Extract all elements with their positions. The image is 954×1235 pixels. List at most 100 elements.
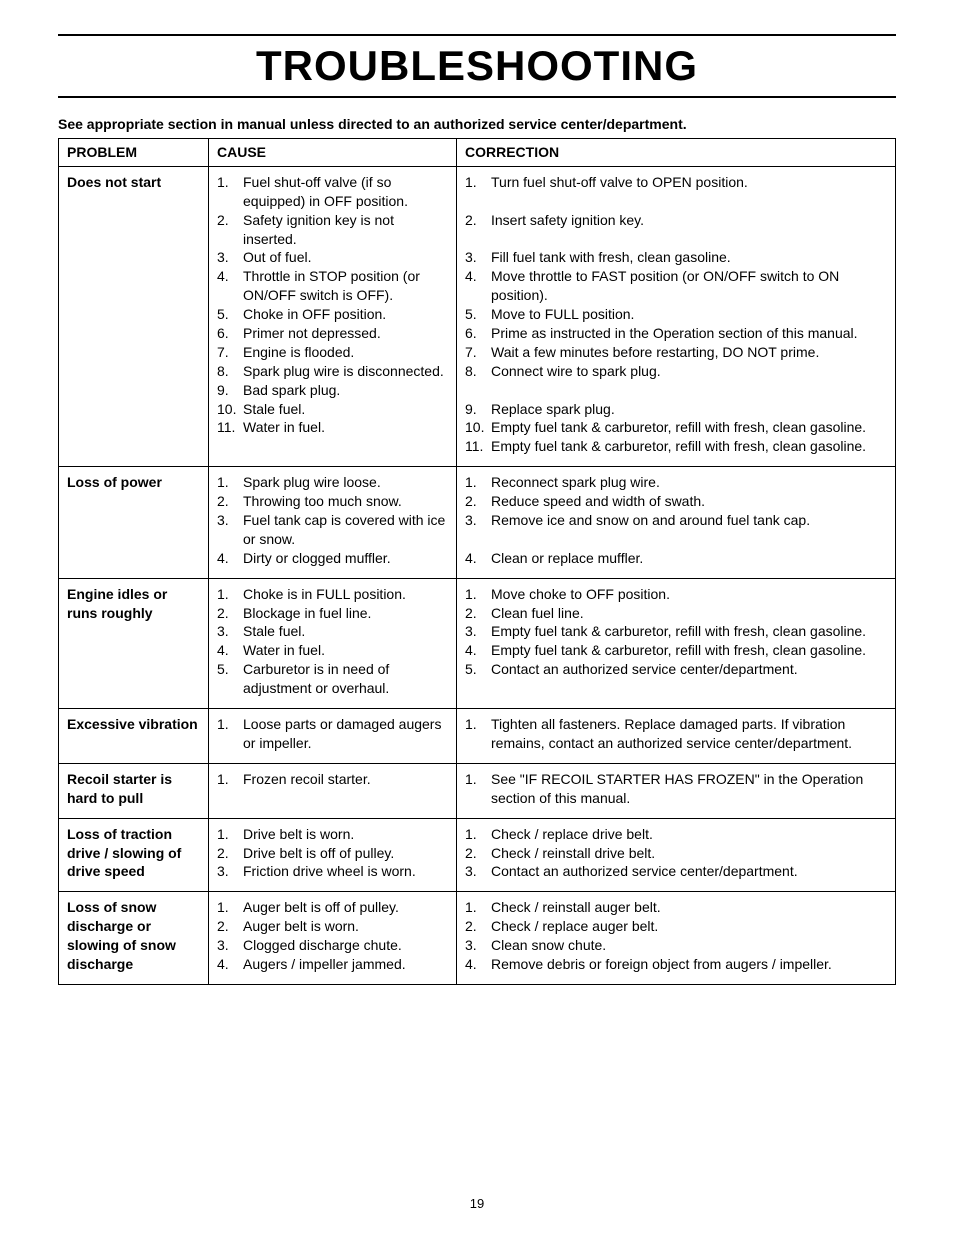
list-item: 9.Bad spark plug. xyxy=(217,381,448,400)
list-item: 2.Safety ignition key is not inserted. xyxy=(217,211,448,249)
cell-correction: 1.Turn fuel shut-off valve to OPEN posit… xyxy=(457,166,896,466)
item-text: Empty fuel tank & carburetor, refill wit… xyxy=(491,418,887,437)
cell-cause: 1.Frozen recoil starter. xyxy=(209,763,457,818)
item-number: 4. xyxy=(465,549,491,568)
list-item: 11.Water in fuel. xyxy=(217,418,448,437)
table-row: Loss of snow discharge or slowing of sno… xyxy=(59,892,896,985)
table-row: Excessive vibration1.Loose parts or dama… xyxy=(59,709,896,764)
cell-problem: Recoil starter is hard to pull xyxy=(59,763,209,818)
page-number: 19 xyxy=(0,1196,954,1211)
item-number: 2. xyxy=(465,211,491,230)
list-item: 3.Empty fuel tank & carburetor, refill w… xyxy=(465,622,887,641)
item-number: 3. xyxy=(465,862,491,881)
item-text: Carburetor is in need of adjustment or o… xyxy=(243,660,448,698)
item-number: 1. xyxy=(465,898,491,917)
list-item: 1.Auger belt is off of pulley. xyxy=(217,898,448,917)
item-text: Fuel tank cap is covered with ice or sno… xyxy=(243,511,448,549)
item-text: Bad spark plug. xyxy=(243,381,448,400)
cell-correction: 1.See "IF RECOIL STARTER HAS FROZEN" in … xyxy=(457,763,896,818)
item-number: 4. xyxy=(217,955,243,974)
item-text: Check / reinstall drive belt. xyxy=(491,844,887,863)
cell-correction: 1.Check / reinstall auger belt.2.Check /… xyxy=(457,892,896,985)
item-text: Stale fuel. xyxy=(243,400,448,419)
item-number: 3. xyxy=(465,511,491,530)
item-text: Loose parts or damaged augers or impelle… xyxy=(243,715,448,753)
item-number: 2. xyxy=(465,917,491,936)
table-row: Loss of power1.Spark plug wire loose.2.T… xyxy=(59,467,896,578)
item-number: 5. xyxy=(465,305,491,324)
item-text: See "IF RECOIL STARTER HAS FROZEN" in th… xyxy=(491,770,887,808)
instruction-note: See appropriate section in manual unless… xyxy=(58,116,896,132)
item-number: 2. xyxy=(217,917,243,936)
cell-correction: 1.Move choke to OFF position.2.Clean fue… xyxy=(457,578,896,708)
item-number: 11. xyxy=(465,437,491,456)
item-number: 4. xyxy=(465,641,491,660)
item-number: 1. xyxy=(465,715,491,734)
list-item: 3.Stale fuel. xyxy=(217,622,448,641)
item-text: Spark plug wire loose. xyxy=(243,473,448,492)
cell-problem: Excessive vibration xyxy=(59,709,209,764)
list-item: 10.Stale fuel. xyxy=(217,400,448,419)
page: TROUBLESHOOTING See appropriate section … xyxy=(0,0,954,1235)
list-item: 1.Move choke to OFF position. xyxy=(465,585,887,604)
item-text: Stale fuel. xyxy=(243,622,448,641)
list-item: 4.Augers / impeller jammed. xyxy=(217,955,448,974)
list-item: 5.Choke in OFF position. xyxy=(217,305,448,324)
list-item: 1.Loose parts or damaged augers or impel… xyxy=(217,715,448,753)
list-item: 4.Clean or replace muffler. xyxy=(465,549,887,568)
item-text: Safety ignition key is not inserted. xyxy=(243,211,448,249)
item-text: Insert safety ignition key. xyxy=(491,211,887,230)
cell-cause: 1.Spark plug wire loose.2.Throwing too m… xyxy=(209,467,457,578)
list-item: 6.Primer not depressed. xyxy=(217,324,448,343)
list-item: 1.Fuel shut-off valve (if so equipped) i… xyxy=(217,173,448,211)
list-item: 2.Throwing too much snow. xyxy=(217,492,448,511)
item-text: Out of fuel. xyxy=(243,248,448,267)
cell-problem: Does not start xyxy=(59,166,209,466)
item-number: 7. xyxy=(217,343,243,362)
rule-bottom xyxy=(58,96,896,98)
item-text: Reconnect spark plug wire. xyxy=(491,473,887,492)
item-number: 3. xyxy=(465,936,491,955)
list-item: 2.Drive belt is off of pulley. xyxy=(217,844,448,863)
item-text: Check / replace auger belt. xyxy=(491,917,887,936)
item-text: Move choke to OFF position. xyxy=(491,585,887,604)
item-text: Friction drive wheel is worn. xyxy=(243,862,448,881)
table-row: Does not start1.Fuel shut-off valve (if … xyxy=(59,166,896,466)
list-item: 2.Clean fuel line. xyxy=(465,604,887,623)
item-text: Choke is in FULL position. xyxy=(243,585,448,604)
item-number: 5. xyxy=(465,660,491,679)
item-number: 10. xyxy=(465,418,491,437)
header-cause: CAUSE xyxy=(209,139,457,167)
item-number: 3. xyxy=(217,248,243,267)
item-text: Remove ice and snow on and around fuel t… xyxy=(491,511,887,530)
spacer-line xyxy=(465,381,887,400)
cell-cause: 1.Auger belt is off of pulley.2.Auger be… xyxy=(209,892,457,985)
item-text: Check / replace drive belt. xyxy=(491,825,887,844)
list-item: 7.Wait a few minutes before restarting, … xyxy=(465,343,887,362)
list-item: 1.Check / replace drive belt. xyxy=(465,825,887,844)
item-text: Contact an authorized service center/dep… xyxy=(491,862,887,881)
item-number: 2. xyxy=(217,844,243,863)
item-number: 9. xyxy=(465,400,491,419)
item-text: Augers / impeller jammed. xyxy=(243,955,448,974)
item-number: 4. xyxy=(465,267,491,286)
item-text: Remove debris or foreign object from aug… xyxy=(491,955,887,974)
item-number: 1. xyxy=(465,473,491,492)
list-item: 9.Replace spark plug. xyxy=(465,400,887,419)
cell-problem: Loss of snow discharge or slowing of sno… xyxy=(59,892,209,985)
item-text: Move to FULL position. xyxy=(491,305,887,324)
item-text: Reduce speed and width of swath. xyxy=(491,492,887,511)
item-text: Throwing too much snow. xyxy=(243,492,448,511)
item-number: 10. xyxy=(217,400,243,419)
item-number: 5. xyxy=(217,305,243,324)
list-item: 1.Tighten all fasteners. Replace damaged… xyxy=(465,715,887,753)
item-number: 8. xyxy=(465,362,491,381)
item-text: Blockage in fuel line. xyxy=(243,604,448,623)
list-item: 11.Empty fuel tank & carburetor, refill … xyxy=(465,437,887,456)
item-number: 4. xyxy=(217,549,243,568)
list-item: 3.Contact an authorized service center/d… xyxy=(465,862,887,881)
item-text: Check / reinstall auger belt. xyxy=(491,898,887,917)
item-text: Choke in OFF position. xyxy=(243,305,448,324)
cell-correction: 1.Reconnect spark plug wire.2.Reduce spe… xyxy=(457,467,896,578)
list-item: 1.Frozen recoil starter. xyxy=(217,770,448,789)
